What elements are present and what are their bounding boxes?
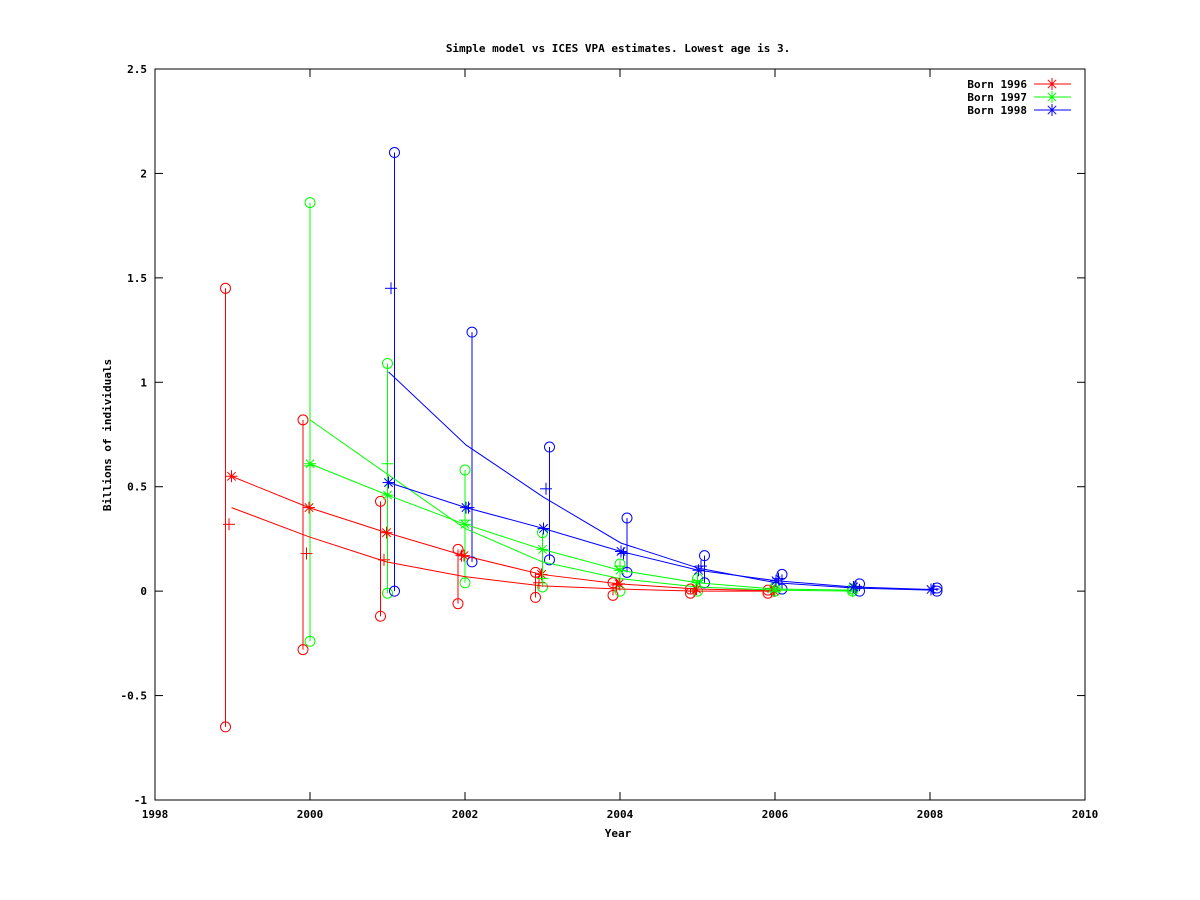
- x-tick-label: 1998: [142, 808, 169, 821]
- x-tick-label: 2006: [762, 808, 789, 821]
- x-tick-label: 2000: [297, 808, 324, 821]
- estimate-point-2-6: [769, 585, 781, 598]
- range-low-marker-1-1: [297, 644, 309, 656]
- range-low-marker-3-2: [544, 554, 555, 566]
- y-tick-label: -1: [134, 794, 148, 807]
- vpa-point-2-3: [536, 543, 549, 556]
- estimate-point-1-6: [688, 585, 700, 598]
- estimate-point-3-6: [850, 580, 862, 593]
- range-high-marker-3-6: [854, 578, 865, 590]
- legend-label: Born 1996: [967, 78, 1027, 91]
- estimate-point-3-2: [540, 482, 552, 495]
- estimate-point-3-4: [695, 560, 707, 573]
- y-tick-label: 0: [140, 585, 147, 598]
- estimate-point-2-2: [459, 514, 471, 527]
- range-low-marker-3-1: [466, 556, 478, 568]
- estimate-point-1-1: [300, 547, 313, 560]
- vpa-point-3-5: [770, 574, 782, 587]
- range-low-marker-1-2: [375, 610, 386, 622]
- range-high-marker-1-0: [220, 282, 231, 294]
- range-high-marker-3-1: [466, 326, 478, 338]
- estimate-point-2-3: [536, 572, 549, 585]
- legend-marker-2: [1046, 91, 1058, 103]
- y-tick-label: -0.5: [121, 690, 148, 703]
- vpa-point-1-5: [613, 577, 625, 590]
- estimate-point-2-5: [691, 574, 704, 587]
- legend-label: Born 1997: [967, 91, 1027, 104]
- y-tick-label: 2.5: [127, 63, 147, 76]
- estimate-point-3-3: [617, 547, 630, 560]
- estimate-point-3-7: [927, 583, 940, 596]
- estimate-point-3-5: [772, 572, 785, 585]
- range-low-marker-2-1: [382, 587, 393, 599]
- estimate-point-2-4: [614, 560, 626, 573]
- estimate-point-1-3: [455, 549, 468, 562]
- estimate-point-1-5: [610, 578, 623, 591]
- vpa-point-1-0: [225, 470, 238, 483]
- model-line-series-1: [231, 507, 774, 592]
- vpa-line-series-3: [388, 482, 932, 590]
- vpa-point-3-2: [537, 522, 550, 535]
- axis-ticks: 1998 2000 2002 2004 2006 2008 2010 -1 -0.5 0 0.5 1 1…: [121, 63, 1099, 821]
- range-low-marker-1-4: [530, 591, 541, 603]
- range-high-marker-2-2: [459, 464, 471, 476]
- range-low-marker-1-3: [452, 598, 464, 610]
- range-high-marker-3-5: [776, 568, 788, 580]
- vpa-line-series-1: [231, 475, 775, 592]
- range-bars: [220, 147, 943, 733]
- model-line-series-2: [309, 419, 853, 592]
- range-high-marker-1-2: [375, 495, 386, 507]
- range-low-marker-2-0: [304, 635, 316, 647]
- series-markers: [223, 282, 940, 598]
- vpa-point-1-2: [380, 526, 393, 539]
- range-low-marker-1-0: [220, 721, 231, 733]
- range-high-marker-1-4: [530, 566, 541, 578]
- range-high-marker-1-1: [297, 414, 309, 426]
- estimate-point-2-1: [381, 457, 394, 470]
- x-tick-label: 2004: [607, 808, 634, 821]
- plot-area-border: [154, 68, 1086, 801]
- x-tick-label: 2010: [1072, 808, 1099, 821]
- x-tick-label: 2008: [917, 808, 944, 821]
- range-high-marker-3-4: [699, 550, 710, 562]
- vpa-point-2-1: [381, 489, 394, 502]
- x-tick-label: 2002: [452, 808, 479, 821]
- vpa-line-series-2: [309, 463, 853, 591]
- range-high-marker-3-0: [389, 147, 400, 159]
- range-high-marker-2-1: [382, 357, 393, 369]
- range-high-marker-3-3: [621, 512, 633, 524]
- series-lines: [231, 371, 932, 592]
- y-tick-label: 1.5: [127, 272, 147, 285]
- chart-title: Simple model vs ICES VPA estimates. Lowe…: [446, 42, 790, 55]
- range-low-marker-3-0: [389, 585, 400, 597]
- vpa-point-1-1: [303, 501, 315, 514]
- x-axis-label: Year: [605, 827, 632, 840]
- vpa-point-3-3: [615, 545, 627, 558]
- model-line-series-3: [388, 371, 932, 591]
- y-axis-label: Billions of individuals: [101, 359, 114, 511]
- range-low-marker-2-4: [614, 585, 626, 597]
- legend-marker-1: [1046, 78, 1058, 90]
- y-tick-label: 0.5: [127, 481, 147, 494]
- y-tick-label: 1: [140, 376, 147, 389]
- range-low-marker-2-2: [459, 577, 471, 589]
- y-tick-label: 2: [140, 167, 147, 180]
- range-high-marker-2-0: [304, 197, 316, 209]
- estimate-point-1-2: [378, 553, 390, 566]
- legend-marker-3: [1046, 104, 1058, 116]
- estimate-point-3-1: [462, 501, 475, 514]
- estimate-point-2-0: [304, 459, 316, 472]
- vpa-point-3-0: [382, 476, 395, 489]
- estimate-point-3-0: [385, 282, 397, 295]
- legend-label: Born 1998: [967, 104, 1027, 117]
- estimate-point-1-0: [223, 518, 235, 531]
- range-high-marker-3-2: [544, 441, 555, 453]
